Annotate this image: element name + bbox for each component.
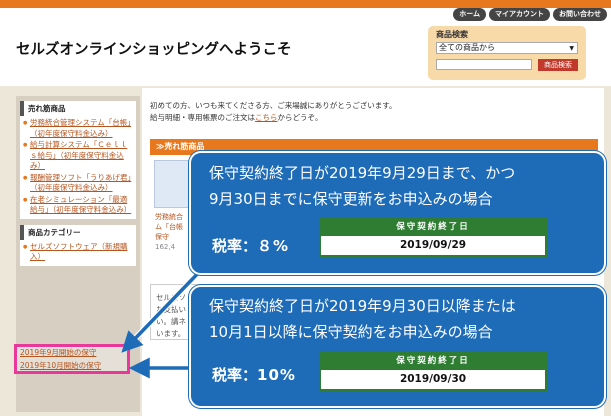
best-sellers-list: 労務統合管理システム「台帳」（初年度保守料金込み） 給与計算システム「Ｃｅｌｌｓ… <box>20 116 136 219</box>
product-search-panel: 商品検索 全ての商品から ▼ 商品検索 <box>428 26 586 80</box>
intro-text: 初めての方、いつも来てくださる方、ご来場誠にありがとうございます。 給与明細・専… <box>150 100 397 124</box>
end-date-card-1-date: 2019/09/29 <box>399 239 467 251</box>
product-name-2[interactable]: ム「台帳 <box>155 223 183 231</box>
callout-1-line-1: 保守契約終了日が2019年9月29日まで、かつ <box>209 164 516 182</box>
sidebar-item-oct-2019[interactable]: 2019年10月開始の保守 <box>20 361 102 370</box>
sidebar-item-best-1[interactable]: 労務統合管理システム「台帳」（初年度保守料金込み） <box>23 118 133 139</box>
order-here-link[interactable]: こちら <box>255 113 278 122</box>
sidebar-item-sep-2019[interactable]: 2019年9月開始の保守 <box>20 348 97 357</box>
notice-line-4: います。 <box>156 329 186 338</box>
product-thumbnail[interactable] <box>154 160 190 208</box>
callout-2-tax: 税率：10% <box>212 366 296 384</box>
end-date-card-2-title: 保守契約終了日 <box>321 353 545 370</box>
sidebar-inner: 売れ筋商品 労務統合管理システム「台帳」（初年度保守料金込み） 給与計算システム… <box>20 101 136 266</box>
search-button[interactable]: 商品検索 <box>538 59 578 71</box>
search-title: 商品検索 <box>436 30 468 39</box>
search-scope-value: 全ての商品から <box>439 43 495 52</box>
notice-line-2: お支払い <box>156 305 186 314</box>
end-date-card-1: 保守契約終了日 2019/09/29 <box>319 217 547 257</box>
search-input[interactable] <box>436 59 532 70</box>
callout-before-oct: 保守契約終了日が2019年9月29日まで、かつ 9月30日までに保守更新をお申込… <box>189 151 606 275</box>
search-scope-select[interactable]: 全ての商品から ▼ <box>436 42 578 54</box>
contact-link[interactable]: お問い合わせ <box>553 8 607 21</box>
site-welcome-title: セルズオンラインショッピングへようこそ <box>16 42 292 58</box>
product-name-3: 保守 <box>155 233 169 241</box>
notice-text: セルズソ お支払い い。講ネ います。 <box>156 292 186 340</box>
product-caption: 労務統合 ム「台帳 保守 162,4 <box>155 212 183 252</box>
end-date-card-2-date: 2019/09/30 <box>399 373 467 385</box>
top-nav: ホーム マイアカウント お問い合わせ <box>453 8 607 21</box>
product-name-1[interactable]: 労務統合 <box>155 213 183 221</box>
best-sellers-heading: 売れ筋商品 <box>20 101 136 116</box>
callout-1-tax: 税率：８% <box>212 237 290 255</box>
callout-2-line-1: 保守契約終了日が2019年9月30日以降または <box>209 297 516 315</box>
sidebar-item-best-4[interactable]: 在老シミュレーション「最適給与」（初年度保守料金込み） <box>23 195 133 216</box>
product-price: 162,4 <box>155 243 176 251</box>
intro-line-1: 初めての方、いつも来てくださる方、ご来場誠にありがとうございます。 <box>150 101 397 110</box>
callout-after-oct: 保守契約終了日が2019年9月30日以降または 10月1日以降に保守契約をお申込… <box>189 285 606 408</box>
callout-2-line-2: 10月1日以降に保守契約をお申込みの場合 <box>209 323 493 341</box>
chevron-down-icon: ▼ <box>569 45 574 52</box>
my-account-link[interactable]: マイアカウント <box>489 8 550 21</box>
notice-line-3: い。講ネ <box>156 317 186 326</box>
sidebar-item-best-3[interactable]: 報酬管理ソフト「うりあげ君」（初年度保守料金込み） <box>23 173 133 194</box>
top-accent-bar <box>0 0 611 8</box>
intro-line-2: 給与明細・専用帳票のご注文はこちらからどうぞ。 <box>150 113 323 122</box>
sidebar-item-best-2[interactable]: 給与計算システム「Ｃｅｌｌｓ給与」（初年度保守料金込み） <box>23 140 133 172</box>
sidebar-item-category-1[interactable]: セルズソフトウェア（新規購入） <box>23 242 133 263</box>
notice-line-1: セルズソ <box>156 293 186 302</box>
home-link[interactable]: ホーム <box>453 8 486 21</box>
end-date-card-2: 保守契約終了日 2019/09/30 <box>319 351 547 391</box>
end-date-card-1-title: 保守契約終了日 <box>321 219 545 236</box>
category-list: セルズソフトウェア（新規購入） <box>20 239 136 266</box>
category-heading: 商品カテゴリー <box>20 224 136 240</box>
highlight-box <box>14 344 130 374</box>
callout-1-line-2: 9月30日までに保守更新をお申込みの場合 <box>209 190 493 208</box>
